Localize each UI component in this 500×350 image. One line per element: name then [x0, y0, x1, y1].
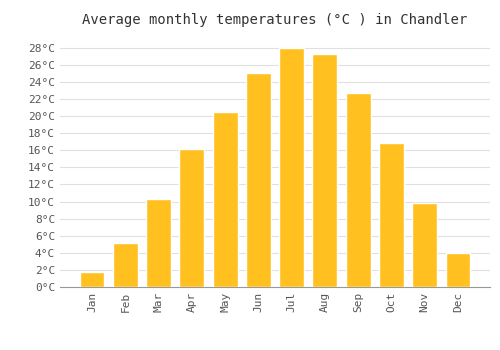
- Bar: [412, 203, 437, 287]
- Bar: [379, 144, 404, 287]
- Bar: [312, 54, 338, 287]
- Bar: [146, 199, 171, 287]
- Bar: [346, 93, 370, 287]
- Bar: [180, 149, 204, 287]
- Bar: [212, 112, 238, 287]
- Bar: [279, 48, 304, 287]
- Bar: [246, 74, 271, 287]
- Title: Average monthly temperatures (°C ) in Chandler: Average monthly temperatures (°C ) in Ch…: [82, 13, 468, 27]
- Bar: [446, 253, 470, 287]
- Bar: [80, 272, 104, 287]
- Bar: [113, 244, 138, 287]
